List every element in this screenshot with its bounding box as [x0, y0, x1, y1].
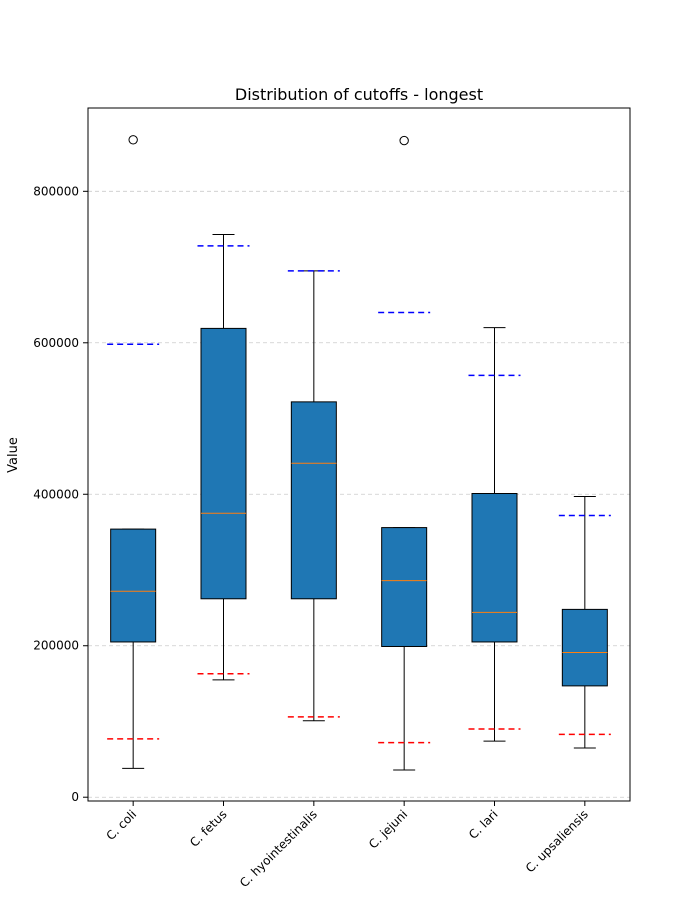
y-tick-label: 800000: [33, 184, 79, 198]
x-tick-label: C. lari: [466, 807, 501, 842]
y-axis-label: Value: [6, 437, 21, 473]
x-tick-label: C. hyointestinalis: [237, 807, 320, 890]
plot-frame: [87, 107, 631, 802]
y-tick-label: 600000: [33, 336, 79, 350]
x-tick-label: C. jejuni: [366, 807, 410, 851]
iqr-box: [110, 528, 157, 643]
box-group: [558, 496, 611, 749]
iqr-box: [561, 608, 608, 687]
outlier-point: [399, 135, 409, 146]
x-tick-label: C. upsaliensis: [523, 807, 591, 875]
chart-title: Distribution of cutoffs - longest: [235, 85, 483, 104]
y-tick-label: 400000: [33, 487, 79, 501]
iqr-box: [471, 493, 518, 643]
x-tick-label: C. fetus: [187, 807, 230, 850]
box-group: [197, 233, 250, 681]
iqr-box: [290, 401, 337, 600]
iqr-box: [381, 527, 428, 647]
box-group: [468, 327, 521, 742]
plot-layer: [107, 135, 611, 771]
box-group: [287, 270, 340, 722]
box-group: [378, 135, 431, 771]
y-tick-label: 200000: [33, 639, 79, 653]
box-group: [107, 135, 160, 769]
iqr-box: [200, 327, 247, 600]
outlier-point: [128, 135, 138, 145]
x-tick-label: C. coli: [103, 807, 139, 843]
grid-layer: [88, 190, 630, 798]
y-tick-label: 0: [71, 790, 79, 804]
